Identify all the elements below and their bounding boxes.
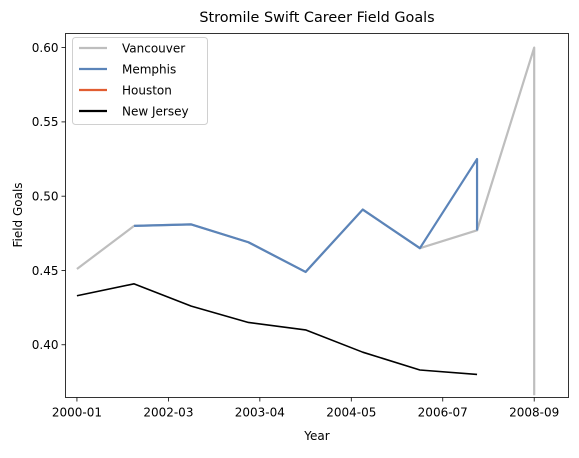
x-axis: 2000-01 2002-03 2003-04 2004-05 2006-07 2008-… xyxy=(52,397,559,420)
x-tick-label: 2000-01 xyxy=(52,406,102,420)
x-tick-label: 2008-09 xyxy=(509,406,559,420)
x-tick-label: 2006-07 xyxy=(418,406,468,420)
legend-frame xyxy=(72,37,208,125)
x-axis-label: Year xyxy=(303,429,329,443)
series-line-memphis xyxy=(134,157,479,274)
y-tick-label: 0.45 xyxy=(32,264,59,278)
legend: Vancouver Memphis Houston New Jersey xyxy=(72,37,208,125)
series-line-new-jersey xyxy=(76,283,478,376)
series-layer xyxy=(76,46,536,396)
legend-label: Memphis xyxy=(122,62,176,76)
x-tick-label: 2002-03 xyxy=(143,406,193,420)
legend-label: Vancouver xyxy=(122,41,185,55)
legend-entries: Vancouver Memphis Houston New Jersey xyxy=(79,41,189,118)
x-tick-label: 2004-05 xyxy=(326,406,376,420)
y-tick-label: 0.50 xyxy=(32,189,59,203)
y-tick-label: 0.60 xyxy=(32,41,59,55)
y-axis: 0.40 0.45 0.50 0.55 0.60 xyxy=(32,41,66,352)
plot-area xyxy=(65,33,569,398)
legend-label: Houston xyxy=(122,83,172,97)
axes-frame xyxy=(65,33,569,398)
legend-label: New Jersey xyxy=(122,104,189,118)
y-axis-label: Field Goals xyxy=(11,182,25,247)
chart-title: Stromile Swift Career Field Goals xyxy=(199,10,434,26)
y-tick-label: 0.55 xyxy=(32,115,59,129)
x-tick-label: 2003-04 xyxy=(235,406,285,420)
y-tick-label: 0.40 xyxy=(32,338,59,352)
